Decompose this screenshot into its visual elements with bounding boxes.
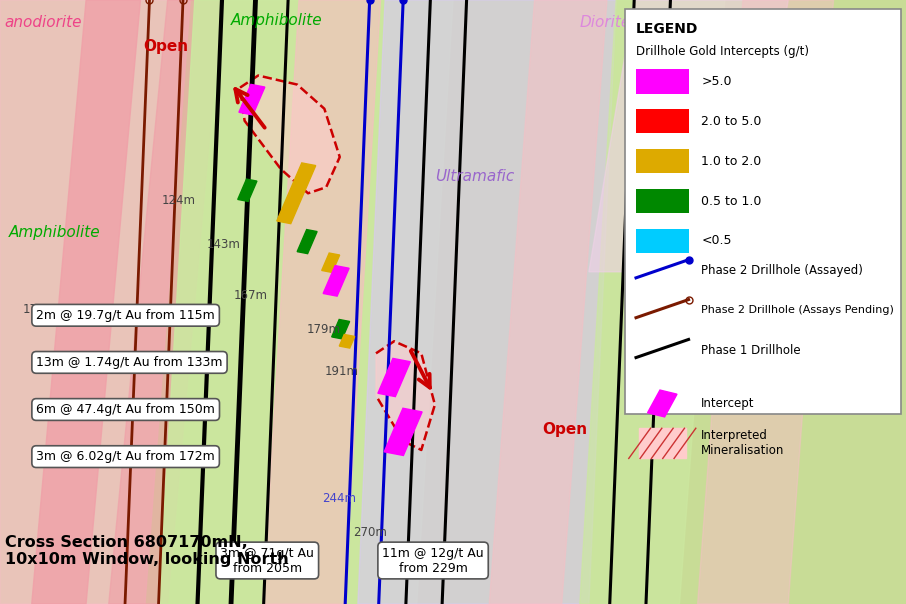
Polygon shape (277, 163, 315, 223)
Polygon shape (0, 0, 190, 604)
Polygon shape (378, 358, 410, 397)
Text: Amphibolite: Amphibolite (9, 225, 101, 240)
Text: Drillhole Gold Intercepts (g/t): Drillhole Gold Intercepts (g/t) (636, 45, 809, 59)
Polygon shape (489, 0, 607, 604)
Text: 1.0 to 2.0: 1.0 to 2.0 (701, 155, 762, 168)
Text: 167m: 167m (234, 289, 268, 303)
Text: Intercept: Intercept (701, 397, 755, 410)
Text: Cross Section 6807170mN,
10x10m Window, looking North: Cross Section 6807170mN, 10x10m Window, … (5, 535, 288, 567)
Text: 11m @ 12g/t Au
from 229m: 11m @ 12g/t Au from 229m (382, 547, 484, 574)
Polygon shape (332, 320, 350, 339)
FancyBboxPatch shape (625, 9, 901, 414)
Text: 179m: 179m (306, 323, 341, 336)
Polygon shape (358, 0, 616, 604)
Text: Open: Open (542, 422, 587, 437)
Polygon shape (639, 428, 686, 458)
FancyBboxPatch shape (636, 149, 689, 173)
Polygon shape (32, 0, 140, 604)
Polygon shape (580, 0, 725, 604)
Polygon shape (263, 0, 381, 604)
Polygon shape (240, 76, 340, 193)
Polygon shape (648, 390, 677, 417)
Text: 244m: 244m (322, 492, 356, 505)
FancyBboxPatch shape (636, 189, 689, 213)
FancyBboxPatch shape (636, 109, 689, 133)
Text: Phase 2 Drillhole (Assayed): Phase 2 Drillhole (Assayed) (701, 264, 863, 277)
Text: 2.0 to 5.0: 2.0 to 5.0 (701, 115, 762, 128)
Text: 124m: 124m (161, 194, 196, 207)
Text: Diorite: Diorite (580, 15, 631, 30)
Polygon shape (339, 335, 355, 348)
Text: Phase 1 Drillhole: Phase 1 Drillhole (701, 344, 801, 357)
FancyBboxPatch shape (636, 69, 689, 94)
Text: >5.0: >5.0 (701, 75, 732, 88)
Polygon shape (239, 85, 265, 115)
Text: anodiorite: anodiorite (5, 15, 82, 30)
Polygon shape (322, 253, 340, 272)
Text: 270m: 270m (353, 526, 387, 539)
Text: Ultramafic: Ultramafic (435, 169, 514, 184)
Text: 3m @ 71g/t Au
from 205m: 3m @ 71g/t Au from 205m (220, 547, 314, 574)
FancyBboxPatch shape (636, 229, 689, 253)
Text: 6m @ 47.4g/t Au from 150m: 6m @ 47.4g/t Au from 150m (36, 403, 215, 416)
Text: Open: Open (143, 39, 188, 54)
Polygon shape (237, 179, 257, 201)
Text: 173m: 173m (23, 303, 56, 316)
Polygon shape (698, 0, 834, 604)
Text: 13m @ 1.74g/t Au from 133m: 13m @ 1.74g/t Au from 133m (36, 356, 223, 369)
Text: 191m: 191m (324, 365, 359, 378)
Text: Phase 2 Drillhole (Assays Pending): Phase 2 Drillhole (Assays Pending) (701, 306, 894, 315)
Text: 143m: 143m (207, 238, 240, 251)
Text: Interpreted
Mineralisation: Interpreted Mineralisation (701, 429, 785, 457)
Polygon shape (589, 0, 788, 272)
Text: <0.5: <0.5 (701, 234, 732, 248)
Polygon shape (109, 0, 222, 604)
Text: 3m @ 6.02g/t Au from 172m: 3m @ 6.02g/t Au from 172m (36, 450, 215, 463)
Text: 0.5 to 1.0: 0.5 to 1.0 (701, 194, 762, 208)
Text: Amphibolite: Amphibolite (231, 13, 323, 28)
Polygon shape (297, 230, 317, 254)
Text: 2m @ 19.7g/t Au from 115m: 2m @ 19.7g/t Au from 115m (36, 309, 215, 322)
Polygon shape (376, 341, 435, 450)
Polygon shape (323, 266, 349, 296)
Polygon shape (159, 0, 453, 604)
Polygon shape (384, 408, 422, 455)
Text: LEGEND: LEGEND (636, 22, 699, 36)
